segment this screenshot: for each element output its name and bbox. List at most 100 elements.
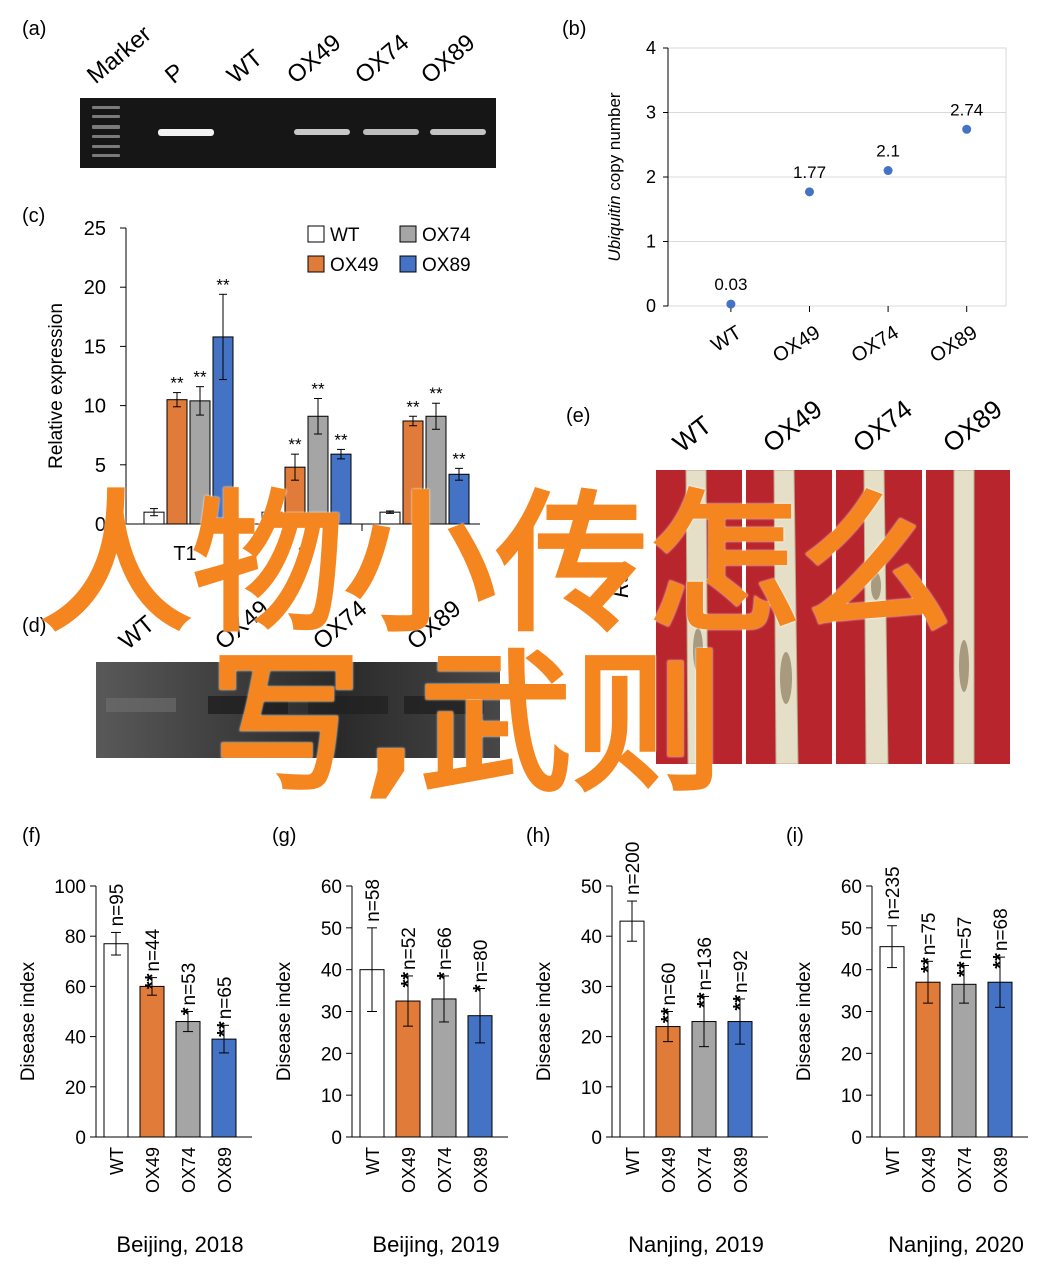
x-tick-label: OX89 <box>471 1147 491 1193</box>
x-tick-label: WT <box>623 1147 643 1175</box>
y-tick-label: 0 <box>591 1128 602 1149</box>
significance-label: ** <box>216 275 230 294</box>
stem-photo <box>656 470 1010 764</box>
lane-label-wt: WT <box>222 44 268 90</box>
y-tick-label: 10 <box>321 1086 342 1107</box>
significance-label: ** <box>288 435 302 454</box>
bar <box>166 399 188 525</box>
x-tick-label: WT <box>107 1147 127 1175</box>
y-tick-label: 50 <box>321 919 342 940</box>
panel-h-label: (h) <box>526 825 551 847</box>
significance-label: ** <box>452 449 466 468</box>
sample-size-label: n=58 <box>363 879 384 922</box>
disease-index-chart-beijing-2018: 0 20 40 60 80 100 Disease index n=95 WT n=44 ** OX4… <box>18 877 252 1257</box>
panel-c-label: (c) <box>22 205 46 227</box>
significance-label: ** <box>429 384 443 403</box>
x-group-label: 2 <box>297 543 308 565</box>
y-axis-label: Ubiquitin copy number <box>605 92 624 261</box>
y-tick-label: 0 <box>75 1128 86 1149</box>
bar <box>379 511 401 525</box>
x-tick-label: OX89 <box>991 1147 1011 1193</box>
x-tick-label: WT <box>363 1147 383 1175</box>
sample-size-label: n=75 <box>919 913 940 956</box>
y-tick-label: 60 <box>65 977 86 998</box>
significance-label: ** <box>658 1007 680 1023</box>
lane-label-p: P <box>160 58 190 90</box>
bar <box>619 920 645 1138</box>
panel-i-label: (i) <box>786 825 804 847</box>
y-tick-label: 40 <box>321 961 342 982</box>
bar <box>261 511 283 525</box>
data-label: 2.1 <box>876 142 900 161</box>
data-label: 0.03 <box>714 275 747 294</box>
bar <box>987 981 1013 1138</box>
y-tick-label: 100 <box>54 877 86 898</box>
y-tick-label: 30 <box>841 1003 862 1024</box>
significance-label: ** <box>334 430 348 449</box>
y-axis-label: Disease index <box>534 961 555 1081</box>
significance-label: ** <box>918 957 940 973</box>
y-tick-label: 2 <box>646 167 656 187</box>
panel-g-label: (g) <box>272 825 297 847</box>
panel-f-label: (f) <box>22 825 41 847</box>
bar <box>139 985 165 1138</box>
bar <box>425 415 447 525</box>
y-tick-label: 80 <box>65 927 86 948</box>
x-tick-label: OX74 <box>695 1147 715 1193</box>
y-tick-label: 40 <box>65 1028 86 1049</box>
blot-lane-ox89: OX89 <box>402 595 467 656</box>
sample-size-label: n=66 <box>435 927 456 970</box>
y-tick-label: 40 <box>581 927 602 948</box>
significance-label: ** <box>730 995 752 1011</box>
legend-label: OX89 <box>422 255 471 276</box>
x-tick-label: WT <box>883 1147 903 1175</box>
relative-expression-chart: 0 5 10 15 20 25 Relative expression T1 ** ** ** 2 **… <box>46 218 480 565</box>
sample-size-label: n=235 <box>883 866 904 919</box>
significance-label: * <box>434 972 456 980</box>
panel-d-label: (d) <box>22 615 47 637</box>
x-tick-label: OX49 <box>769 322 824 368</box>
lane-label-ox74: OX74 <box>350 29 415 90</box>
x-axis-label: Beijing, 2019 <box>372 1232 499 1257</box>
x-tick-label: OX74 <box>179 1147 199 1193</box>
x-tick-label: OX74 <box>955 1147 975 1193</box>
y-tick-label: 20 <box>321 1044 342 1065</box>
x-axis-label: Beijing, 2018 <box>116 1232 243 1257</box>
x-tick-label: OX74 <box>435 1147 455 1193</box>
bar <box>402 420 424 525</box>
y-tick-label: 3 <box>646 103 656 123</box>
blot-lane-ox74: OX74 <box>308 595 373 656</box>
blot-lane-ox49: OX49 <box>210 595 275 656</box>
significance-label: ** <box>954 961 976 977</box>
western-blot-image <box>96 662 500 758</box>
x-tick-label: OX74 <box>848 322 903 368</box>
blot-lane-wt: WT <box>114 610 160 656</box>
stem-side-label: Rs <box>608 571 633 598</box>
y-tick-label: 30 <box>581 977 602 998</box>
y-axis-label: Disease index <box>18 961 39 1081</box>
data-label: 2.74 <box>950 100 983 119</box>
panel-e-label: (e) <box>566 405 591 427</box>
sample-size-label: n=80 <box>471 940 492 983</box>
significance-label: ** <box>694 992 716 1008</box>
bar <box>175 1021 201 1138</box>
legend-swatch <box>307 255 325 273</box>
sample-size-label: n=200 <box>623 842 644 895</box>
x-tick-label: OX49 <box>399 1147 419 1193</box>
bar <box>448 473 470 525</box>
y-tick-label: 4 <box>646 38 656 58</box>
sample-size-label: n=68 <box>991 908 1012 951</box>
y-tick-label: 0 <box>646 296 656 316</box>
copy-number-chart: 0 1 2 3 4 WT 0.03 OX49 1.77 OX74 2.1 OX89 2.74 Ubiqui… <box>605 38 1007 368</box>
bar <box>189 400 211 525</box>
y-tick-label: 0 <box>331 1128 342 1149</box>
significance-label: ** <box>398 972 420 988</box>
legend-label: OX49 <box>330 255 379 276</box>
sample-size-label: n=95 <box>107 884 128 927</box>
stem-label-ox89: OX89 <box>936 393 1008 459</box>
data-label: 1.77 <box>793 163 826 182</box>
sample-size-label: n=44 <box>143 928 164 971</box>
bar <box>879 946 905 1138</box>
